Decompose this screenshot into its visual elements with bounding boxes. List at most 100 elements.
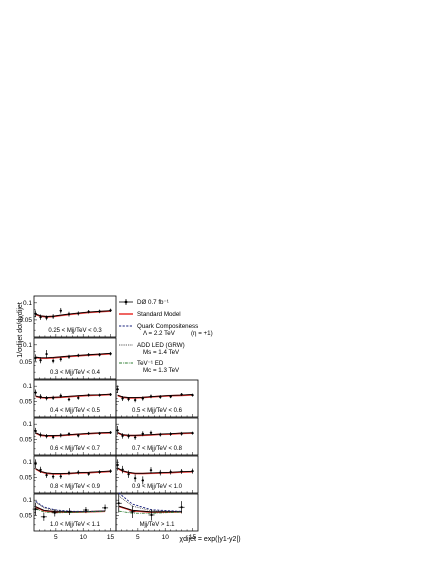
data-point (87, 353, 90, 356)
panel-4: 0.5 < Mjj/TeV < 0.6 (115, 379, 199, 418)
data-point (116, 463, 119, 467)
panel-label: Mjj/TeV > 1.1 (140, 522, 176, 528)
legend-sublabel: Ms = 1.4 TeV (143, 349, 180, 356)
data-point (34, 312, 37, 315)
legend-entry-2: Standard Model (119, 311, 181, 318)
panel-label: 0.6 < Mjj/TeV < 0.7 (50, 446, 101, 452)
panel-6: 0.7 < Mjj/TeV < 0.8 (115, 417, 199, 456)
panel-label: 0.9 < Mjj/TeV < 1.0 (132, 484, 183, 490)
legend-label: Quark Compositeness (137, 323, 198, 330)
x-tick-label: 10 (80, 534, 88, 541)
legend-label: TeV⁻¹ ED (137, 360, 164, 367)
theory-curve (35, 468, 111, 475)
data-point (127, 398, 130, 401)
data-point (77, 396, 80, 399)
panel-label: 0.4 < Mjj/TeV < 0.5 (50, 408, 101, 414)
tev-ed-curve (35, 508, 106, 514)
data-point (109, 352, 112, 355)
data-point (59, 475, 62, 478)
data-point (134, 436, 137, 439)
data-point (34, 429, 37, 433)
data-point (42, 515, 45, 518)
data-point (191, 394, 194, 397)
data-point (159, 395, 162, 399)
data-point (52, 436, 55, 439)
data-point (131, 510, 134, 513)
panel-10: 5 10 15 Mjj/TeV > 1.1 (115, 492, 199, 541)
data-point (169, 395, 172, 398)
data-point (34, 391, 37, 394)
theory-curve (35, 352, 111, 359)
data-point (98, 394, 101, 397)
data-point (39, 395, 42, 398)
data-point (45, 474, 48, 477)
panel-label: 0.7 < Mjj/TeV < 0.8 (132, 446, 183, 452)
data-point (191, 470, 194, 473)
y-tick-label: 0.05 (19, 359, 32, 366)
data-point (180, 506, 183, 509)
data-point (84, 508, 88, 512)
data-point (149, 431, 153, 434)
legend-sublabel-extra: (η = +1) (191, 330, 213, 337)
data-point (121, 468, 124, 471)
data-point (87, 394, 90, 397)
data-point (67, 471, 71, 475)
x-axis-label: χdijet = exp(|y1-y2|) (179, 536, 240, 543)
panel-7: 0.05 0.1 0.8 < Mjj/TeV < 0.9 (19, 455, 117, 494)
data-point (87, 472, 90, 475)
y-tick-label: 0.1 (23, 459, 32, 466)
data-point (67, 313, 71, 316)
data-point (77, 434, 80, 437)
panel-label: 0.25 < Mjj/TeV < 0.3 (48, 328, 102, 334)
data-point (141, 397, 144, 400)
data-point (98, 353, 101, 356)
data-point (169, 432, 172, 436)
data-point (59, 309, 62, 312)
panel-label: 0.8 < Mjj/TeV < 0.9 (50, 484, 101, 490)
data-point (77, 354, 80, 357)
data-point (141, 432, 144, 435)
y-tick-label: 0.05 (19, 513, 32, 520)
panel-label: 1.0 < Mjj/TeV < 1.1 (50, 522, 101, 528)
y-tick-label: 0.05 (19, 475, 32, 482)
compositeness-curve (118, 492, 182, 512)
panels-group: 0.05 0.1 0.25 < Mjj/TeV < 0.3 0.05 0.1 0.3 < … (19, 295, 199, 541)
legend-entry-4: ADD LED (GRW)Ms = 1.4 TeV (119, 342, 185, 356)
theory-curve (117, 467, 193, 474)
y-tick-label: 0.05 (19, 317, 32, 324)
data-point (45, 316, 48, 319)
data-point (52, 475, 55, 478)
data-point (98, 470, 101, 474)
data-point (67, 432, 71, 436)
panel-label: 0.3 < Mjj/TeV < 0.4 (50, 370, 101, 376)
panel-9: 0.05 0.1 5 10 15 1.0 < Mjj/TeV < 1.1 (19, 493, 117, 541)
panel-5: 0.05 0.1 0.6 < Mjj/TeV < 0.7 (19, 417, 117, 456)
data-point (39, 433, 42, 437)
data-point (67, 355, 71, 358)
data-point (134, 398, 137, 402)
panel-label: 0.5 < Mjj/TeV < 0.6 (132, 408, 183, 414)
theory-curve (35, 393, 111, 399)
legend-sublabel: Mc = 1.3 TeV (143, 367, 180, 374)
legend-label: DØ 0.7 fb⁻¹ (137, 299, 169, 306)
panel-2: 0.05 0.1 0.3 < Mjj/TeV < 0.4 (19, 337, 117, 380)
data-point (39, 359, 42, 362)
data-point (180, 432, 183, 435)
data-point (121, 397, 124, 400)
data-point (34, 356, 37, 359)
data-point (98, 310, 101, 313)
y-tick-label: 0.1 (23, 383, 32, 390)
data-point (45, 352, 48, 356)
data-point (127, 473, 130, 476)
data-point (87, 310, 90, 313)
data-point (52, 359, 55, 362)
y-tick-label: 0.1 (23, 497, 32, 504)
data-point (109, 431, 112, 434)
data-point (116, 388, 119, 391)
data-point (98, 432, 101, 435)
y-axis-label: 1/σdijet dσ/dχdijet (17, 302, 24, 358)
x-tick-label: 10 (162, 534, 170, 541)
theory-curve (117, 432, 193, 436)
